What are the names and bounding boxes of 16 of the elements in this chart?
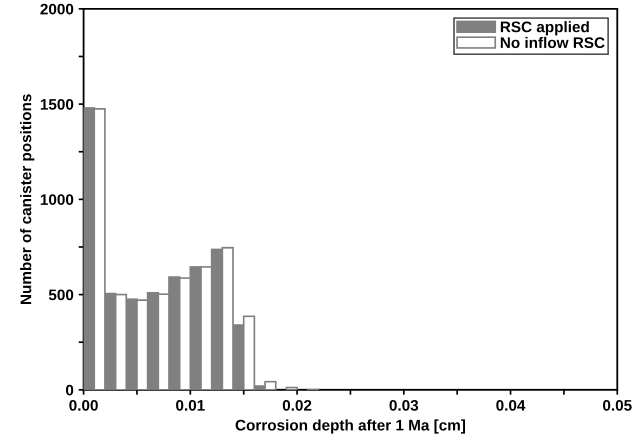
y-tick-label: 500 (48, 289, 74, 300)
y-axis-title: Number of canister positions (20, 94, 34, 304)
legend-label: No inflow RSC (500, 36, 605, 48)
y-tick-label: 1500 (40, 98, 74, 110)
x-tick-label: 0.01 (176, 400, 205, 411)
y-tick-label: 0 (66, 384, 74, 396)
legend-label: RSC applied (500, 21, 589, 36)
x-tick-label: 0.05 (603, 400, 632, 411)
bar (286, 386, 298, 390)
y-tick-label: 2000 (40, 4, 74, 15)
x-tick-label: 0.02 (282, 400, 312, 411)
x-tick-label: 0.03 (390, 400, 418, 411)
x-axis-title: Corrosion depth after 1 Ma [cm] (236, 419, 466, 434)
y-tick-label: 1000 (40, 194, 74, 206)
x-tick-label: 0.04 (496, 400, 526, 411)
x-tick-label: 0.00 (69, 400, 98, 411)
